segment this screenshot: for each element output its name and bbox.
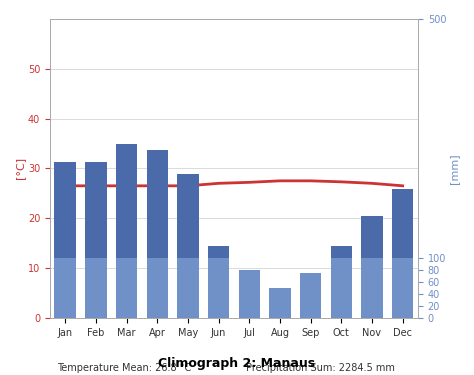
Bar	[392, 189, 413, 258]
Bar	[392, 189, 413, 318]
Bar	[146, 150, 168, 258]
Bar	[208, 246, 229, 318]
Bar	[177, 174, 199, 318]
Text: Climograph 2: Manaus: Climograph 2: Manaus	[158, 357, 316, 370]
Y-axis label: [mm]: [mm]	[449, 153, 459, 184]
Bar	[238, 270, 260, 318]
Text: Precipitation Sum: 2284.5 mm: Precipitation Sum: 2284.5 mm	[246, 363, 395, 373]
Bar	[146, 150, 168, 318]
Bar	[116, 144, 137, 258]
Bar	[269, 288, 291, 318]
Bar	[85, 162, 107, 258]
Bar	[208, 246, 229, 258]
Bar	[361, 216, 383, 258]
Bar	[300, 273, 321, 318]
Bar	[361, 216, 383, 318]
Bar	[330, 246, 352, 318]
Text: Temperature Mean: 26.8 °C: Temperature Mean: 26.8 °C	[57, 363, 191, 373]
Bar	[85, 162, 107, 318]
Bar	[116, 144, 137, 318]
Bar	[330, 246, 352, 258]
Bar	[177, 174, 199, 258]
Bar	[55, 162, 76, 258]
Bar	[55, 162, 76, 318]
Y-axis label: [°C]: [°C]	[15, 158, 25, 180]
